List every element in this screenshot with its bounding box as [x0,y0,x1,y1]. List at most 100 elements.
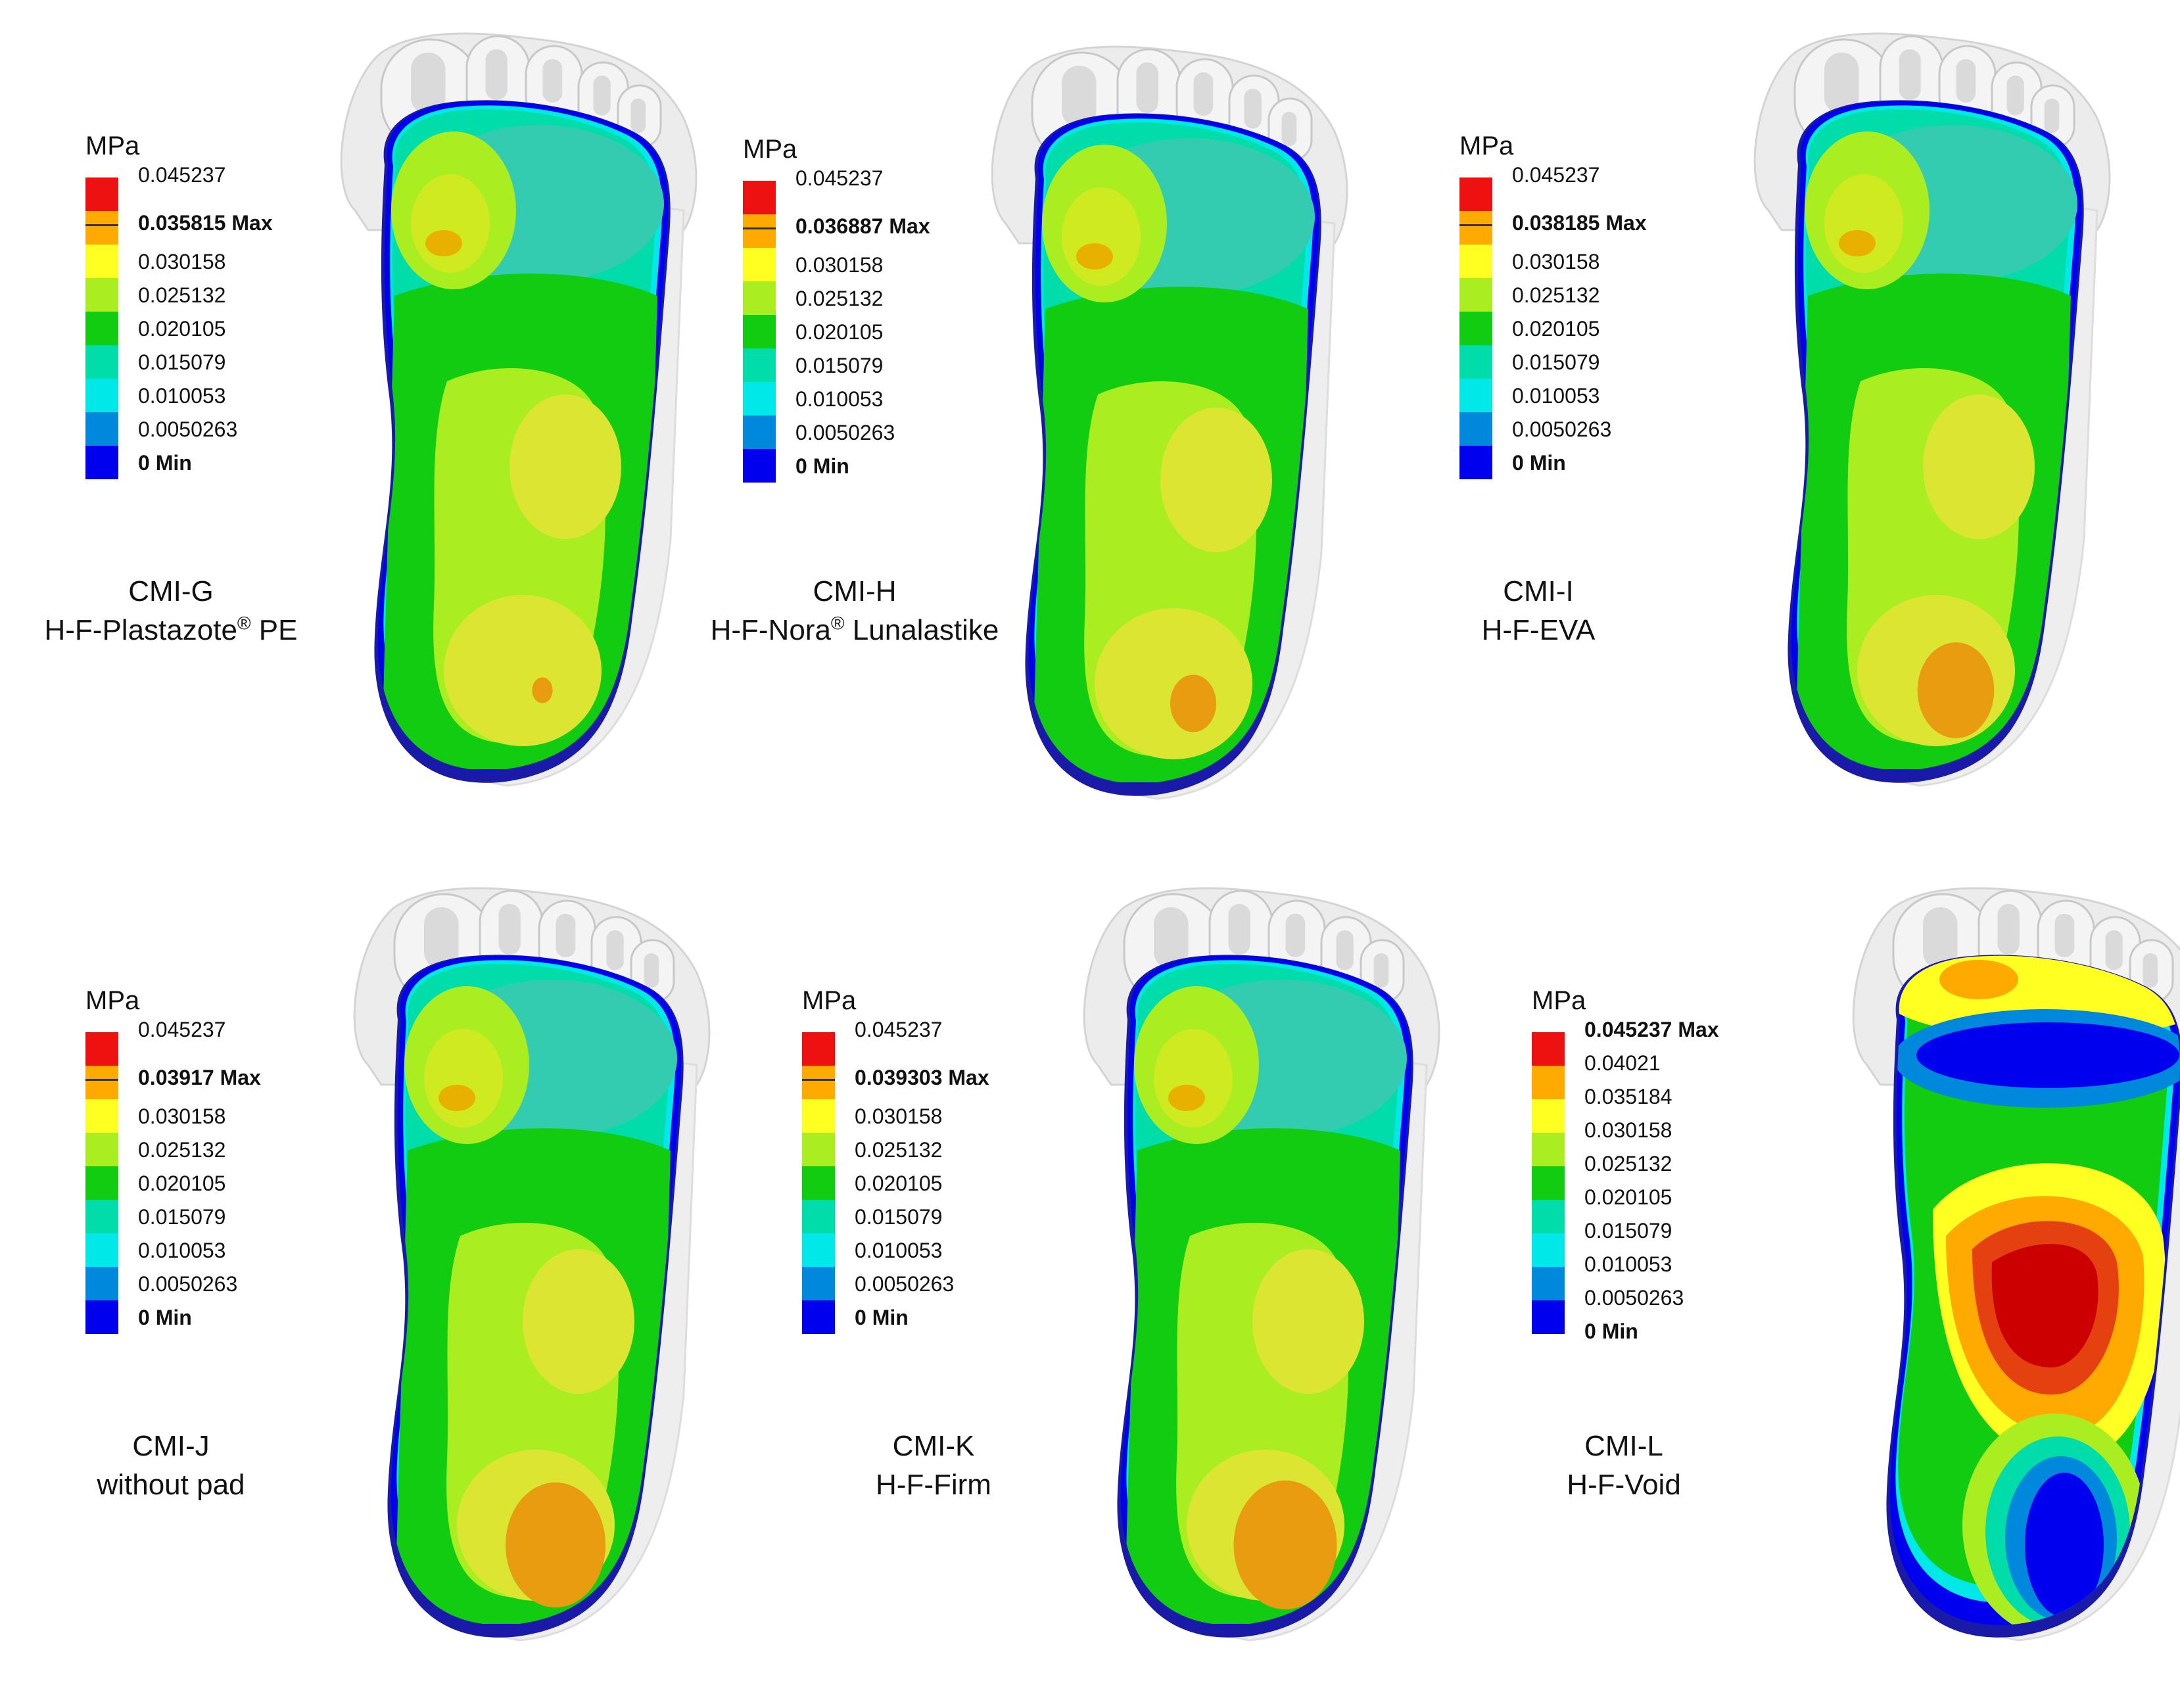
unit-label: MPa [1532,986,1586,1015]
legend-swatch [85,1200,118,1233]
legend-label: 0.010053 [1512,383,1600,408]
legend-swatch [743,382,776,415]
pressure-map [377,101,669,771]
legend-label: 0.020105 [795,320,884,344]
foot-pressure-plot [353,887,711,1642]
legend-swatch [1459,245,1492,278]
pressure-map [1028,114,1319,784]
panel-caption: CMI-J without pad [0,1427,342,1505]
max-value-label: 0.038185 Max [1512,211,1647,235]
max-value-label: 0.035815 Max [138,211,273,235]
panel-subtitle: H-F-Plastazote® PE [0,611,342,650]
legend-swatch [85,1300,118,1334]
foot-pressure-plot [1083,887,1440,1642]
legend-label: 0.045237 [795,166,884,190]
subtitle-suffix: Lunalastike [844,614,999,647]
color-legend: MPa 0.045237 0.030158 0.025132 0.020105 0.015… [802,986,1078,1354]
panel-cmi-l: MPa 0.045237 Max 0.04021 0.035184 0.030158 0.… [1486,855,2180,1703]
legend-swatch [743,248,776,281]
legend-swatch [802,1066,835,1099]
panel-caption: CMI-I H-F-EVA [1367,572,1709,650]
legend-swatch [85,1166,118,1200]
legend-label: 0.025132 [138,1137,226,1162]
unit-label: MPa [1459,131,1514,160]
legend-label: 0 Min [855,1305,909,1329]
legend-swatch [85,211,118,245]
legend-swatch [1532,1267,1565,1300]
panel-title: CMI-K [892,1430,975,1462]
legend-label: 0.0050263 [138,417,238,441]
legend-label: 0.020105 [138,1171,226,1195]
legend-swatch [802,1133,835,1166]
subtitle-text: H-F-Void [1567,1469,1681,1502]
legend-swatch [743,415,776,449]
legend-swatch [743,315,776,348]
legend-label: 0.030158 [1584,1118,1672,1142]
legend-swatch [85,1099,118,1133]
legend-label: 0.0050263 [855,1271,955,1296]
legend-swatch [743,181,776,214]
legend-label: 0.035184 [1584,1085,1672,1108]
legend-label: 0.025132 [1584,1152,1672,1175]
legend-label: 0 Min [1584,1319,1638,1343]
legend-label: 0.010053 [855,1238,943,1262]
legend-swatch [85,1133,118,1166]
legend-label: 0.045237 [138,163,226,187]
legend-label: 0.0050263 [795,420,895,444]
legend-swatch [743,281,776,315]
panel-caption: CMI-L H-F-Void [1453,1427,1795,1505]
legend-label: 0.015079 [1584,1219,1672,1243]
legend-swatch [1532,1233,1565,1267]
color-legend: MPa 0.045237 0.030158 0.025132 0.020105 0.015… [85,986,362,1354]
legend-label: 0.025132 [138,283,226,307]
legend-label: 0.045237 [138,1018,226,1041]
legend-swatch [1459,211,1492,245]
legend-label: 0.015079 [1512,350,1600,374]
legend-label: 0 Min [795,454,849,478]
legend-swatch [1532,1032,1565,1066]
unit-label: MPa [85,131,140,160]
panel-title: CMI-L [1584,1430,1663,1462]
legend-label: 0 Min [138,1305,192,1329]
color-legend: MPa 0.045237 0.030158 0.025132 0.020105 0.015… [743,135,1019,503]
panel-subtitle: H-F-Void [1453,1465,1795,1504]
legend-swatch [802,1200,835,1233]
legend-label: 0.030158 [795,252,884,277]
legend-swatch [1459,379,1492,412]
panel-title: CMI-J [132,1430,210,1462]
panel-cmi-h: MPa 0.045237 0.030158 0.025132 0.020105 0.015… [697,0,1420,848]
legend-label: 0 Min [138,450,192,475]
panel-subtitle: H-F-EVA [1367,611,1709,650]
legend-label: 0.010053 [138,1238,226,1262]
panel-title: CMI-G [128,575,214,607]
max-marker [85,224,118,227]
unit-label: MPa [743,135,797,164]
legend-swatch [743,214,776,248]
legend-label: 0.015079 [855,1204,943,1229]
legend-swatch [1532,1300,1565,1334]
foot-pressure-plot [991,45,1348,800]
pressure-map [1120,955,1411,1625]
legend-swatch [743,348,776,382]
foot-pressure-plot [1852,887,2180,1642]
legend-swatch [85,245,118,278]
legend-label: 0.025132 [795,286,884,310]
legend-label: 0.04021 [1584,1051,1661,1075]
panel-cmi-g: MPa 0.045237 0.030158 0.025132 0.020105 0.015… [0,0,723,848]
legend-swatch [802,1166,835,1200]
subtitle-text: H-F-Plastazote [44,614,237,647]
panel-subtitle: without pad [0,1465,342,1504]
legend-swatch [1532,1200,1565,1233]
legend-swatch [85,278,118,312]
color-legend: MPa 0.045237 0.030158 0.025132 0.020105 0.015… [85,131,362,500]
max-value-label: 0.03917 Max [138,1066,261,1090]
registered-mark: ® [830,613,845,634]
panel-title: CMI-I [1503,575,1574,607]
color-legend: MPa 0.045237 0.030158 0.025132 0.020105 0.015… [1459,131,1736,500]
max-value-label: 0.039303 Max [855,1066,989,1090]
legend-swatch [1459,446,1492,479]
legend-label: 0.0050263 [138,1271,238,1296]
max-marker [743,227,776,230]
registered-mark: ® [237,613,251,634]
legend-swatch [1532,1099,1565,1133]
